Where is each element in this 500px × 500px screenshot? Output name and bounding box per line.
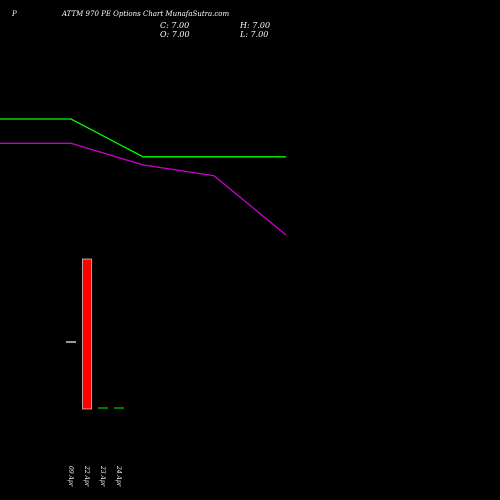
close-value: C: 7.00 (160, 21, 190, 30)
x-tick-label-3: 23 Apr (99, 466, 106, 487)
open-value: O: 7.00 (160, 30, 190, 39)
low-value: L: 7.00 (240, 30, 269, 39)
high-value: H: 7.00 (240, 21, 271, 30)
chart-title: ATTM 970 PE Options Chart MunafaSutra.co… (62, 10, 230, 18)
series-line-1 (0, 118, 286, 158)
volume-bar-2 (82, 258, 92, 410)
symbol-label: P (12, 10, 17, 18)
x-tick-label-1: 09 Apr (67, 466, 74, 487)
series-line-2 (0, 142, 287, 236)
x-tick-label-4: 24 Apr (115, 466, 122, 487)
x-tick-label-2: 22 Apr (83, 466, 90, 487)
